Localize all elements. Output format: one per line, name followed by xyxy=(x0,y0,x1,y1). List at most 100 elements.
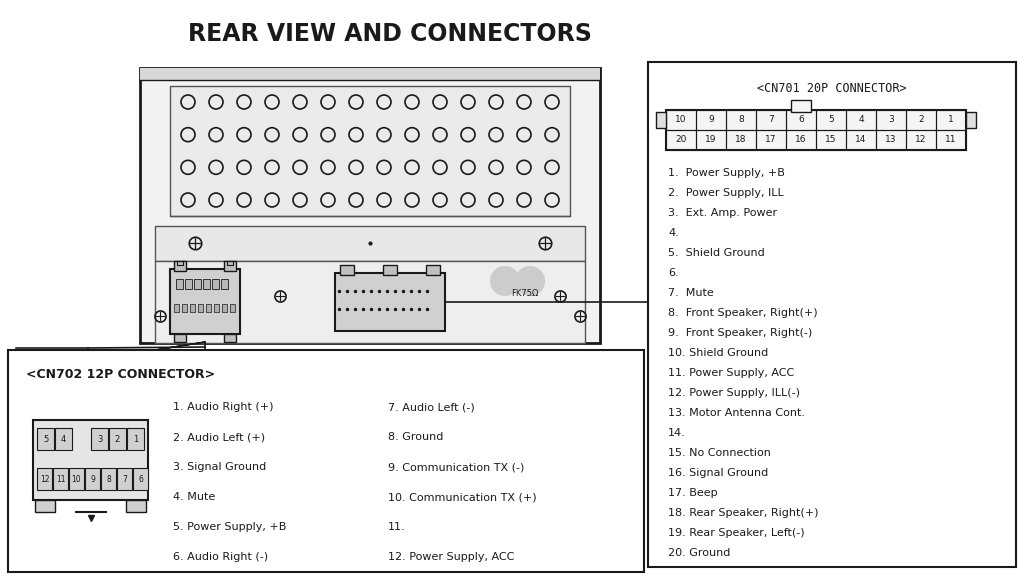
Bar xyxy=(666,110,696,130)
Circle shape xyxy=(516,267,544,295)
Bar xyxy=(936,130,966,150)
Text: 7: 7 xyxy=(122,474,127,484)
Bar xyxy=(91,428,108,450)
Bar xyxy=(214,304,219,312)
Bar xyxy=(109,428,126,450)
Bar xyxy=(224,334,236,342)
Text: 7. Audio Left (-): 7. Audio Left (-) xyxy=(388,402,475,412)
Text: 12: 12 xyxy=(40,474,49,484)
Text: 5. Power Supply, +B: 5. Power Supply, +B xyxy=(173,522,287,532)
Text: 15: 15 xyxy=(825,136,837,144)
Circle shape xyxy=(490,267,519,295)
Text: 6. Audio Right (-): 6. Audio Right (-) xyxy=(173,552,268,562)
Text: 11. Power Supply, ACC: 11. Power Supply, ACC xyxy=(668,368,795,378)
Text: 12. Power Supply, ACC: 12. Power Supply, ACC xyxy=(388,552,514,562)
Text: 4. Mute: 4. Mute xyxy=(173,492,215,502)
Bar xyxy=(212,279,219,289)
Text: 1: 1 xyxy=(948,115,954,125)
Text: 7.  Mute: 7. Mute xyxy=(668,288,714,298)
Bar xyxy=(666,110,966,150)
Bar xyxy=(335,273,445,331)
Bar xyxy=(786,130,816,150)
Text: 11: 11 xyxy=(55,474,66,484)
Text: 8: 8 xyxy=(106,474,111,484)
Bar xyxy=(383,265,397,275)
Text: 1.  Power Supply, +B: 1. Power Supply, +B xyxy=(668,168,784,178)
Text: 8. Ground: 8. Ground xyxy=(388,432,443,442)
Text: 4: 4 xyxy=(60,435,67,443)
Text: <CN701 20P CONNECTOR>: <CN701 20P CONNECTOR> xyxy=(757,82,907,95)
Bar xyxy=(174,334,186,342)
Bar xyxy=(666,130,696,150)
Bar xyxy=(176,279,183,289)
Bar xyxy=(816,110,846,130)
Text: 6.: 6. xyxy=(668,268,679,278)
Text: 15. No Connection: 15. No Connection xyxy=(668,448,771,458)
Bar xyxy=(117,468,132,490)
Text: 2. Audio Left (+): 2. Audio Left (+) xyxy=(173,432,265,442)
Text: 2: 2 xyxy=(919,115,924,125)
Bar xyxy=(55,428,72,450)
Text: 11.: 11. xyxy=(388,522,406,532)
Text: 14.: 14. xyxy=(668,428,686,438)
Bar xyxy=(648,62,1016,567)
Text: 14: 14 xyxy=(855,136,866,144)
Text: 7: 7 xyxy=(768,115,774,125)
Bar xyxy=(170,86,570,216)
Bar xyxy=(846,110,876,130)
Bar xyxy=(174,261,186,271)
Bar xyxy=(876,110,906,130)
Bar xyxy=(224,261,236,271)
Bar xyxy=(696,130,726,150)
Bar xyxy=(155,226,585,261)
Bar xyxy=(53,468,68,490)
Text: 8.  Front Speaker, Right(+): 8. Front Speaker, Right(+) xyxy=(668,308,817,318)
Bar xyxy=(101,468,116,490)
Bar xyxy=(170,269,240,334)
Text: 18: 18 xyxy=(735,136,746,144)
Text: 5.  Shield Ground: 5. Shield Ground xyxy=(668,248,765,258)
Text: 16: 16 xyxy=(796,136,807,144)
Text: 3. Signal Ground: 3. Signal Ground xyxy=(173,462,266,472)
Text: 17. Beep: 17. Beep xyxy=(668,488,718,498)
Bar xyxy=(221,279,228,289)
Text: 4.: 4. xyxy=(668,228,679,238)
Bar xyxy=(69,468,84,490)
Text: 3.  Ext. Amp. Power: 3. Ext. Amp. Power xyxy=(668,208,777,218)
Bar xyxy=(190,304,195,312)
Text: 20: 20 xyxy=(675,136,687,144)
Bar xyxy=(206,304,211,312)
Text: 6: 6 xyxy=(138,474,143,484)
Text: 16. Signal Ground: 16. Signal Ground xyxy=(668,468,768,478)
Text: 2: 2 xyxy=(115,435,120,443)
Bar xyxy=(906,110,936,130)
Bar xyxy=(791,100,811,112)
Text: 12: 12 xyxy=(915,136,927,144)
Text: 19: 19 xyxy=(706,136,717,144)
Text: <CN702 12P CONNECTOR>: <CN702 12P CONNECTOR> xyxy=(26,368,215,381)
Bar xyxy=(140,68,600,343)
Text: 10: 10 xyxy=(72,474,81,484)
Bar xyxy=(340,265,354,275)
Bar xyxy=(936,110,966,130)
Bar xyxy=(155,261,585,343)
Text: REAR VIEW AND CONNECTORS: REAR VIEW AND CONNECTORS xyxy=(188,22,592,46)
Text: 20. Ground: 20. Ground xyxy=(668,548,730,558)
Bar xyxy=(37,428,54,450)
Bar xyxy=(133,468,148,490)
Bar xyxy=(426,265,440,275)
Text: 6: 6 xyxy=(798,115,804,125)
Bar xyxy=(966,112,976,128)
Bar xyxy=(846,130,876,150)
Text: 3: 3 xyxy=(888,115,894,125)
Bar xyxy=(35,500,55,512)
Bar xyxy=(696,110,726,130)
Text: 18. Rear Speaker, Right(+): 18. Rear Speaker, Right(+) xyxy=(668,508,818,518)
Bar xyxy=(656,112,666,128)
Text: 13: 13 xyxy=(886,136,897,144)
Bar xyxy=(203,279,210,289)
Text: 2.  Power Supply, ILL: 2. Power Supply, ILL xyxy=(668,188,783,198)
Bar xyxy=(85,468,100,490)
Bar xyxy=(726,130,756,150)
Text: 8: 8 xyxy=(738,115,743,125)
